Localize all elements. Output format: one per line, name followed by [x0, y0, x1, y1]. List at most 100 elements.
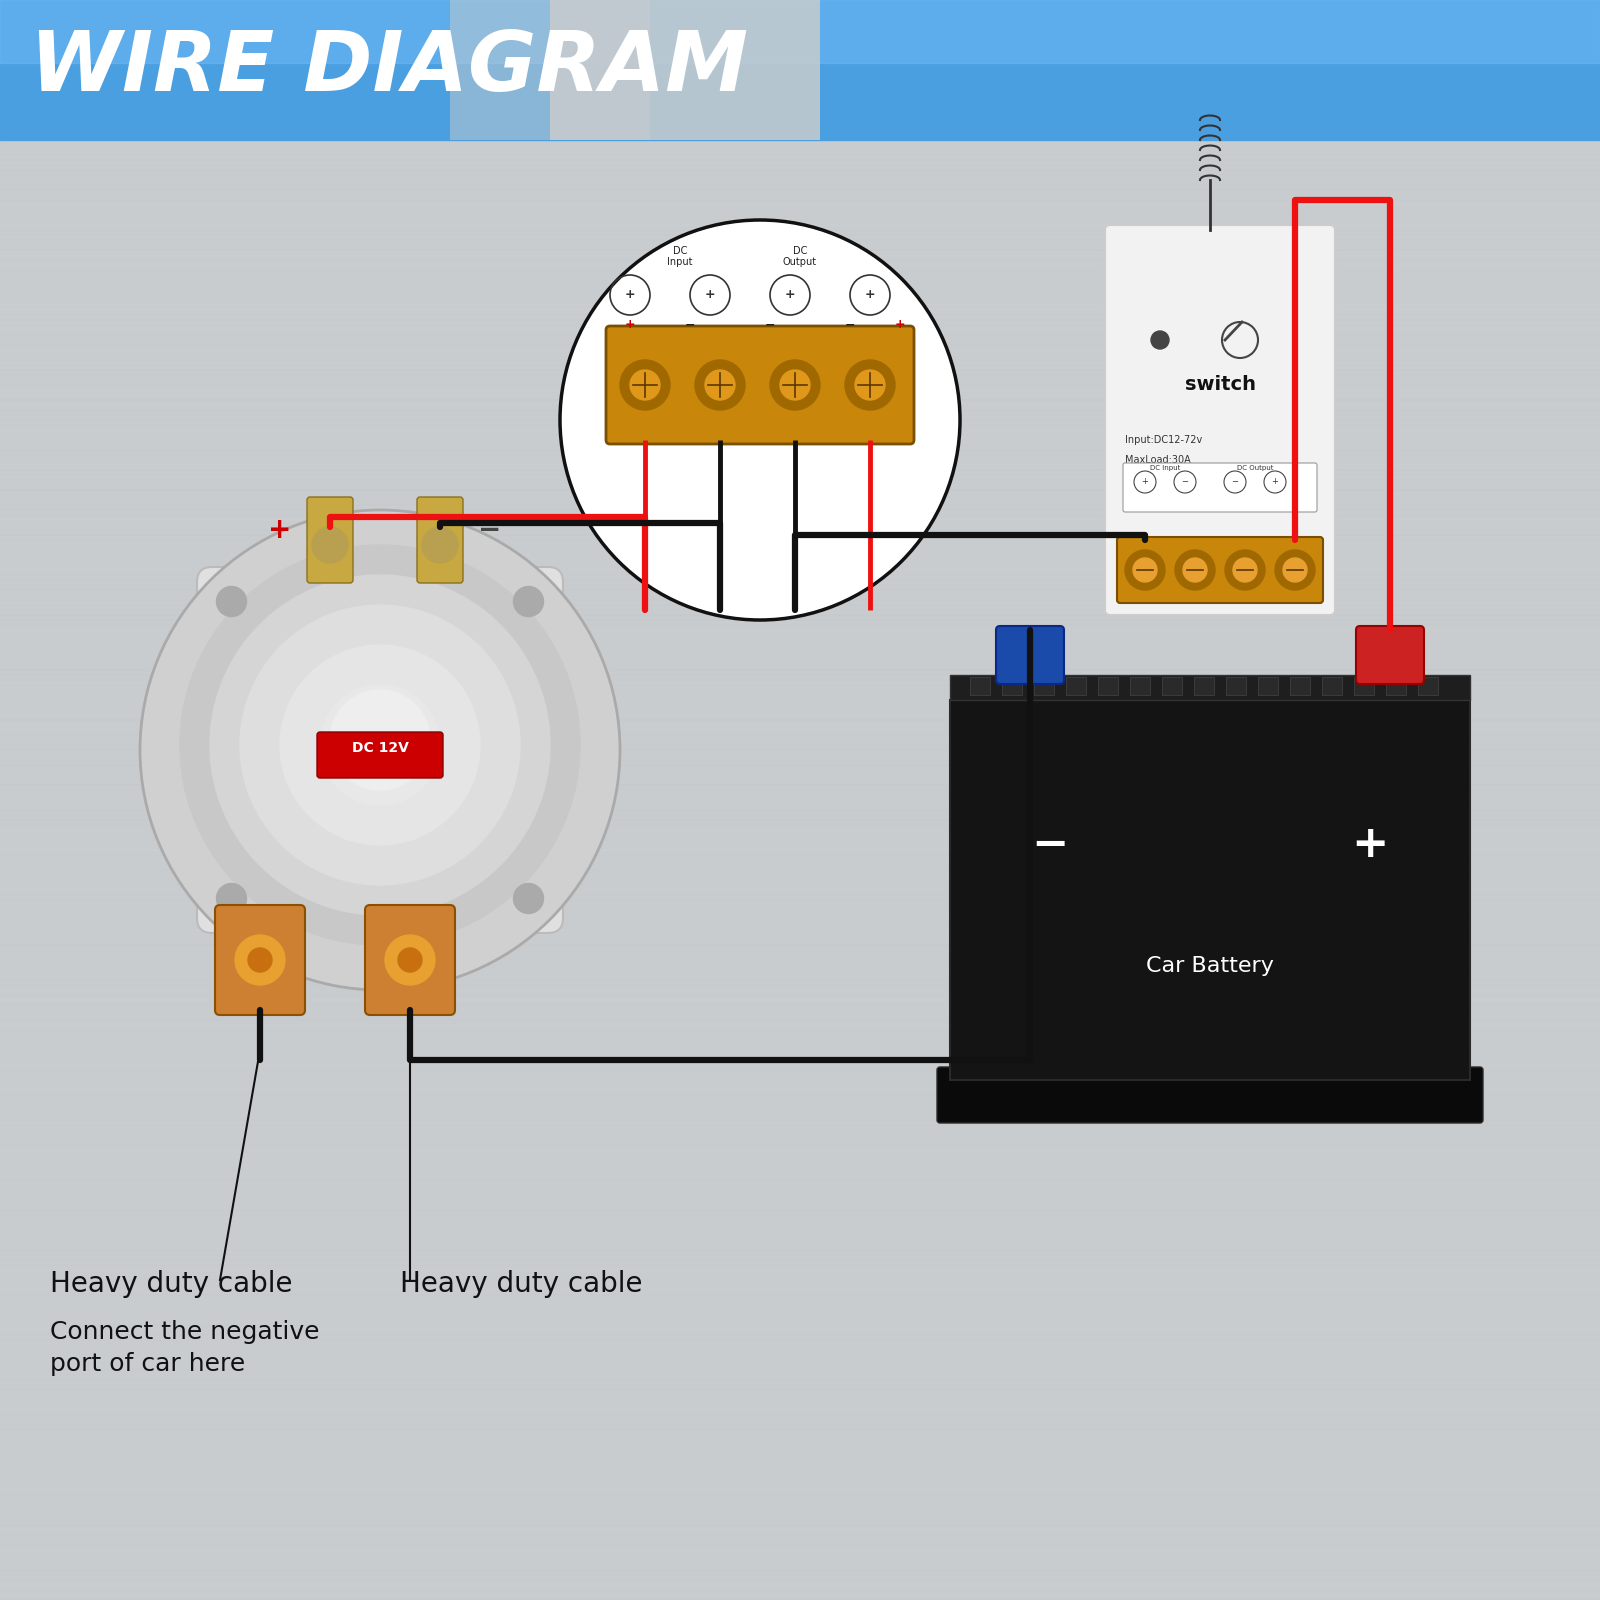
Circle shape: [210, 574, 550, 915]
FancyBboxPatch shape: [1034, 677, 1054, 694]
Circle shape: [514, 883, 544, 914]
Text: +: +: [269, 515, 291, 544]
FancyBboxPatch shape: [1386, 677, 1406, 694]
Circle shape: [141, 510, 621, 990]
Circle shape: [1133, 558, 1157, 582]
Text: Input:DC12-72v: Input:DC12-72v: [1125, 435, 1202, 445]
Circle shape: [854, 370, 885, 400]
Text: −: −: [478, 515, 502, 544]
Text: MaxLoad:30A: MaxLoad:30A: [1125, 454, 1190, 466]
FancyBboxPatch shape: [606, 326, 914, 443]
Circle shape: [514, 587, 544, 616]
Circle shape: [630, 370, 661, 400]
FancyBboxPatch shape: [307, 498, 354, 582]
FancyBboxPatch shape: [1226, 677, 1246, 694]
Circle shape: [248, 947, 272, 971]
Text: +: +: [1272, 477, 1278, 486]
Polygon shape: [450, 0, 650, 141]
FancyBboxPatch shape: [970, 677, 990, 694]
FancyBboxPatch shape: [418, 498, 462, 582]
Text: Heavy duty cable: Heavy duty cable: [50, 1270, 293, 1298]
Circle shape: [386, 934, 435, 986]
Text: +: +: [784, 288, 795, 301]
Text: −: −: [685, 318, 696, 331]
Text: Connect the negative
port of car here: Connect the negative port of car here: [50, 1320, 320, 1376]
Text: Heavy duty cable: Heavy duty cable: [400, 1270, 643, 1298]
Text: +: +: [624, 288, 635, 301]
Circle shape: [770, 360, 819, 410]
Text: −: −: [765, 318, 776, 331]
FancyBboxPatch shape: [995, 626, 1064, 685]
Text: −: −: [1032, 822, 1069, 866]
FancyBboxPatch shape: [1194, 677, 1214, 694]
Circle shape: [1275, 550, 1315, 590]
Circle shape: [706, 370, 734, 400]
Circle shape: [1226, 550, 1266, 590]
Text: −: −: [1232, 477, 1238, 486]
Text: +: +: [624, 318, 635, 331]
FancyBboxPatch shape: [1162, 677, 1182, 694]
Text: switch: switch: [1184, 376, 1256, 395]
Circle shape: [422, 526, 458, 563]
Circle shape: [1182, 558, 1206, 582]
Text: −: −: [1181, 477, 1189, 486]
Circle shape: [845, 360, 894, 410]
Text: DC Input: DC Input: [1150, 466, 1181, 470]
Circle shape: [694, 360, 746, 410]
FancyBboxPatch shape: [1066, 677, 1086, 694]
FancyBboxPatch shape: [1290, 677, 1310, 694]
FancyBboxPatch shape: [214, 906, 306, 1014]
Circle shape: [1234, 558, 1258, 582]
FancyBboxPatch shape: [950, 675, 1470, 701]
Text: DC
Output: DC Output: [782, 246, 818, 267]
Text: WIRE DIAGRAM: WIRE DIAGRAM: [30, 27, 749, 107]
Circle shape: [1125, 550, 1165, 590]
Text: +: +: [704, 288, 715, 301]
FancyBboxPatch shape: [1354, 677, 1374, 694]
Circle shape: [621, 360, 670, 410]
Circle shape: [1174, 550, 1214, 590]
Text: DC 12V: DC 12V: [352, 741, 408, 755]
Text: +: +: [1352, 822, 1389, 866]
FancyBboxPatch shape: [1123, 462, 1317, 512]
Circle shape: [216, 883, 246, 914]
FancyBboxPatch shape: [1322, 677, 1342, 694]
FancyBboxPatch shape: [1418, 677, 1438, 694]
Text: DC Output: DC Output: [1237, 466, 1274, 470]
Circle shape: [330, 690, 430, 790]
Text: Car Battery: Car Battery: [1146, 955, 1274, 976]
Bar: [0, 0, 1600, 141]
FancyBboxPatch shape: [950, 701, 1470, 1080]
FancyBboxPatch shape: [197, 566, 563, 933]
Circle shape: [312, 526, 349, 563]
FancyBboxPatch shape: [365, 906, 454, 1014]
Text: −: −: [845, 318, 856, 331]
Circle shape: [398, 947, 422, 971]
Bar: [0, 0, 1600, 62]
FancyBboxPatch shape: [1106, 226, 1334, 614]
FancyBboxPatch shape: [938, 1067, 1483, 1123]
Polygon shape: [550, 0, 819, 141]
Circle shape: [1283, 558, 1307, 582]
Circle shape: [560, 219, 960, 619]
Circle shape: [235, 934, 285, 986]
FancyBboxPatch shape: [1258, 677, 1278, 694]
Circle shape: [216, 587, 246, 616]
FancyBboxPatch shape: [1002, 677, 1022, 694]
Circle shape: [1150, 331, 1170, 349]
FancyBboxPatch shape: [1098, 677, 1118, 694]
Text: +: +: [864, 288, 875, 301]
Text: +: +: [894, 318, 906, 331]
FancyBboxPatch shape: [317, 733, 443, 778]
Circle shape: [781, 370, 810, 400]
Circle shape: [179, 546, 579, 946]
Circle shape: [320, 685, 440, 805]
Text: +: +: [1141, 477, 1149, 486]
FancyBboxPatch shape: [1117, 538, 1323, 603]
Text: DC
Input: DC Input: [667, 246, 693, 267]
FancyBboxPatch shape: [1357, 626, 1424, 685]
Circle shape: [280, 645, 480, 845]
FancyBboxPatch shape: [1130, 677, 1150, 694]
Circle shape: [141, 510, 621, 990]
Circle shape: [240, 605, 520, 885]
